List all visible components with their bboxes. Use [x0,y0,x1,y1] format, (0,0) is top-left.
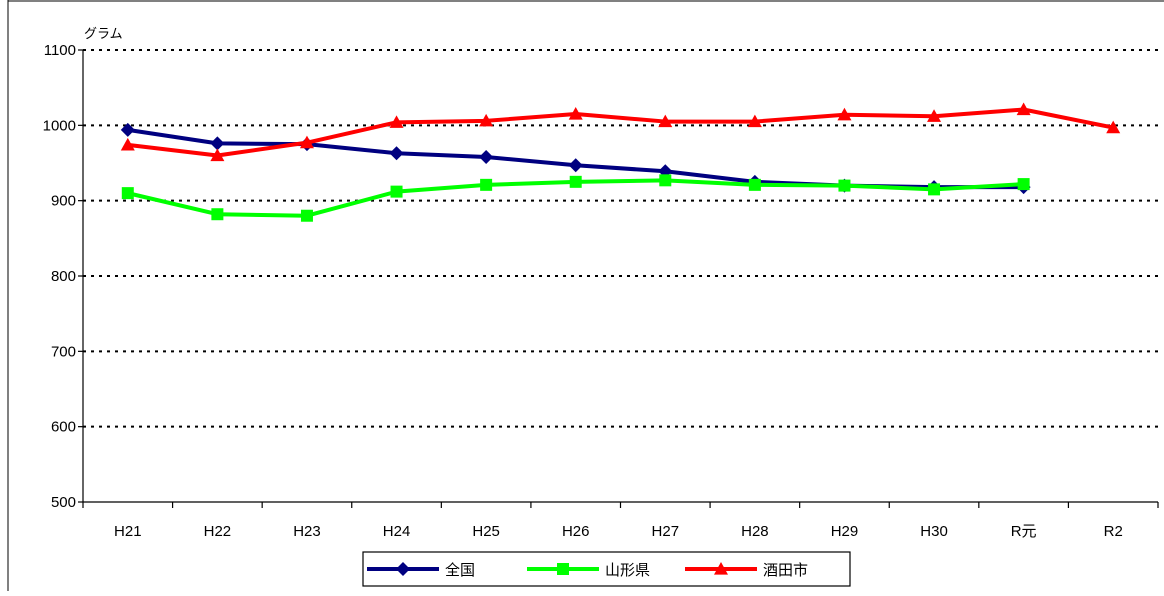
y-tick-label: 900 [51,193,76,210]
x-tick-label: H22 [204,523,232,540]
x-tick-label: H27 [652,523,680,540]
data-point [568,158,583,173]
legend: 全国 山形県 酒田市 [362,551,851,587]
data-point [838,179,851,192]
data-point [210,148,225,162]
data-point [479,149,494,164]
x-tick-label: H23 [293,523,321,540]
data-point [748,178,761,191]
data-point [1016,102,1031,116]
data-point [389,115,404,128]
y-tick-label: 1100 [44,42,76,59]
data-point [480,178,493,191]
data-point [299,135,314,149]
x-tick-label: H26 [562,523,590,540]
data-point [211,208,224,221]
data-point [120,122,135,137]
x-tick-labels: H21 H22 H23 H24 H25 H26 H27 H28 H29 H30 R元 R2 [114,523,1123,540]
x-tick-label: H24 [383,523,411,540]
y-tick-label: 600 [51,419,76,436]
y-tick-labels: 500 600 700 800 900 1000 1100 [43,42,76,511]
data-point [569,175,582,188]
legend-item-2: 酒田市 [685,561,808,579]
data-point [300,209,313,222]
x-tick-label: H25 [472,523,500,540]
data-point [121,187,134,200]
data-point [1106,120,1121,134]
y-tick-label: 700 [51,343,76,360]
data-point [928,183,941,196]
data-point [837,107,852,121]
data-point [659,174,672,187]
series-line-2 [127,107,1114,158]
y-tick-label: 1000 [43,117,76,134]
data-point [658,114,673,128]
data-point [390,185,403,198]
series-2 [120,102,1121,162]
data-point [389,146,404,161]
data-point [927,109,942,122]
series-1 [121,174,1030,222]
gridlines [83,49,1158,428]
data-point [747,114,762,128]
legend-swatch-marker [557,563,569,575]
data-point [479,113,494,127]
legend-swatch-marker [396,562,410,576]
data-series [120,102,1121,222]
data-point [1017,178,1030,191]
x-tick-label: H28 [741,523,769,540]
legend-label: 酒田市 [763,561,808,579]
x-tick-label: R元 [1011,523,1037,540]
x-tick-label: H29 [831,523,859,540]
axes [78,49,1159,508]
legend-label: 山形県 [605,561,650,579]
y-axis-unit-label: グラム [84,26,123,41]
legend-label: 全国 [445,561,475,579]
y-tick-label: 500 [51,494,76,511]
y-tick-label: 800 [51,268,76,285]
legend-swatch-marker [714,562,728,575]
data-point [120,137,135,151]
data-point [210,136,225,151]
x-tick-label: R2 [1104,523,1123,540]
legend-item-1: 山形県 [527,561,650,579]
legend-item-0: 全国 [367,561,475,579]
data-point [568,107,583,120]
legend-box [362,551,851,587]
x-tick-label: H30 [920,523,948,540]
x-tick-label: H21 [114,523,142,540]
